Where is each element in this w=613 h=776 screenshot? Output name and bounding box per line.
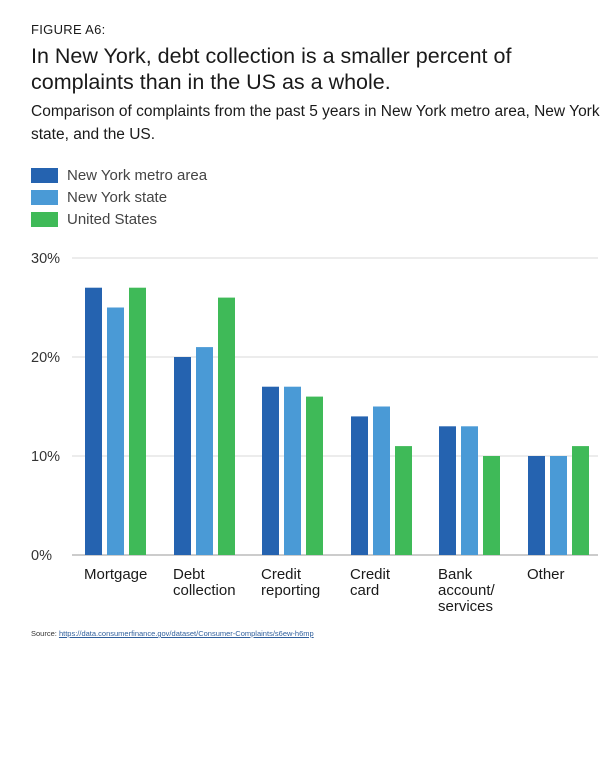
legend-item-us: United States	[31, 208, 207, 230]
bar-state	[461, 426, 478, 555]
bar-chart: 0% 10% 20% 30% Mortgage Debt collection Credit r…	[31, 251, 598, 615]
y-tick-label: 20%	[31, 350, 60, 366]
bar-state	[196, 347, 213, 555]
legend: New York metro area New York state Unite…	[31, 164, 207, 230]
bar-metro	[262, 386, 279, 555]
y-tick-label: 0%	[31, 548, 52, 564]
legend-label-metro: New York metro area	[67, 166, 208, 184]
bar-us	[395, 446, 412, 555]
bar-metro	[439, 426, 456, 555]
bar-metro	[528, 456, 545, 555]
bar-state	[284, 386, 301, 555]
chart-title: In New York, debt collection is a smalle…	[31, 44, 512, 94]
bar-us	[218, 297, 235, 555]
source-label: Source:	[31, 629, 57, 638]
bar-metro	[351, 416, 368, 555]
legend-label-us: United States	[67, 210, 158, 228]
legend-item-state: New York state	[31, 186, 207, 208]
bar-us	[129, 287, 146, 555]
y-tick-label: 10%	[31, 449, 60, 465]
bar-us	[483, 456, 500, 555]
bar-state	[550, 456, 567, 555]
x-tick-label: Debt collection	[173, 566, 236, 599]
legend-label-state: New York state	[67, 188, 168, 206]
bar-state	[107, 307, 124, 555]
bar-metro	[85, 287, 102, 555]
chart-subtitle: Comparison of complaints from the past 5…	[31, 103, 600, 143]
legend-swatch-state	[31, 189, 58, 205]
x-tick-label: Other	[527, 566, 565, 583]
x-tick-label: Mortgage	[84, 566, 147, 583]
source-note: Source: https://data.consumerfinance.gov…	[31, 629, 314, 638]
legend-item-metro: New York metro area	[31, 164, 207, 186]
x-tick-label: Bank account/services	[438, 566, 496, 615]
bar-us	[572, 446, 589, 555]
source-link[interactable]: https://data.consumerfinance.gov/dataset…	[58, 629, 314, 638]
legend-swatch-metro	[31, 167, 58, 183]
bar-state	[373, 406, 390, 555]
x-tick-label: Credit reporting	[261, 566, 320, 599]
figure-label: FIGURE A6:	[31, 22, 106, 37]
y-tick-label: 30%	[31, 251, 60, 267]
bar-metro	[174, 357, 191, 555]
x-tick-label: Credit card	[350, 566, 391, 599]
bar-us	[306, 396, 323, 555]
legend-swatch-us	[31, 211, 58, 227]
